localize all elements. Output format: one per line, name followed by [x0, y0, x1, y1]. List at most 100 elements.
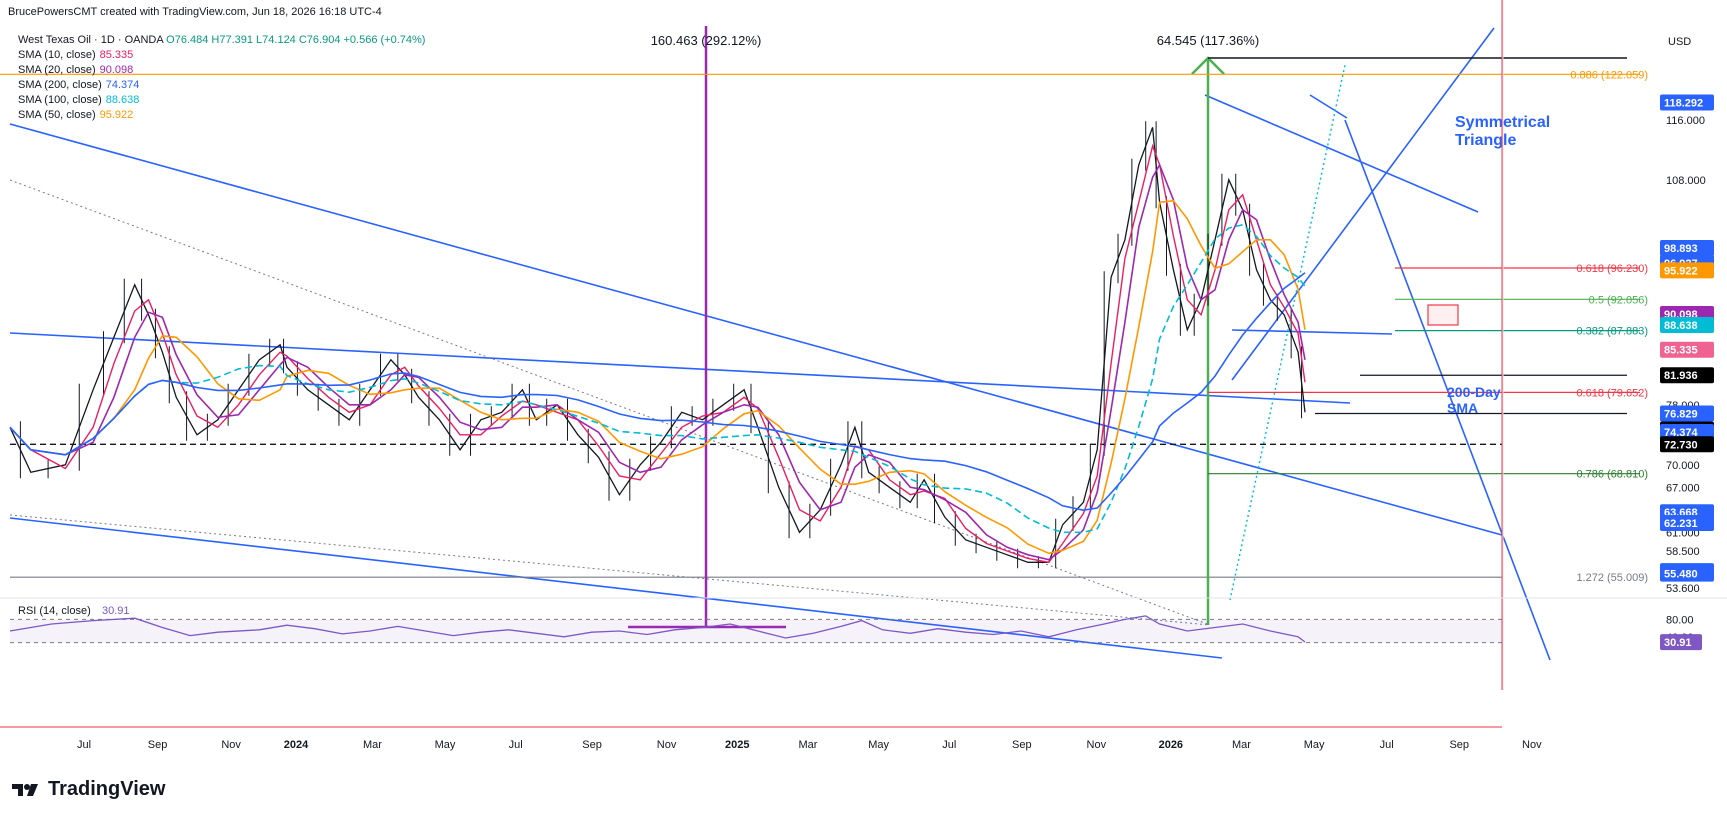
price-tag-text: 118.292 [1664, 98, 1703, 110]
dotted-trendline[interactable] [1229, 64, 1346, 601]
time-tick-label: Jul [77, 739, 91, 751]
price-tag-bg [1660, 423, 1714, 440]
price-tag-bg [1660, 316, 1714, 333]
price-tag-text: 88.638 [1664, 320, 1698, 332]
price-tag-text: 81.936 [1664, 370, 1698, 382]
trendline[interactable] [1231, 27, 1495, 381]
sma-line[interactable] [9, 162, 1306, 561]
trendline[interactable] [1309, 94, 1348, 119]
price-tag-bg [1660, 94, 1714, 111]
price-tick-label: 58.500 [1666, 546, 1700, 558]
dotted-trendline[interactable] [9, 514, 1211, 626]
price-tag-bg [1660, 436, 1714, 453]
price-tag-text: 62.231 [1664, 518, 1698, 530]
time-tick-label: Nov [657, 739, 677, 751]
time-tick-label: Jul [1380, 739, 1394, 751]
price-tag-text: 95.922 [1664, 265, 1698, 277]
time-tick-label: Sep [148, 739, 168, 751]
price-tag-bg [1660, 367, 1714, 384]
price-tag: 98.893 [1660, 240, 1714, 257]
time-tick-label: Jul [942, 739, 956, 751]
rsi-line[interactable] [9, 615, 1306, 643]
brand-logo: TradingView [12, 778, 165, 801]
fib-level-label: 0.786 (68.810) [1576, 469, 1648, 481]
time-tick-label: Sep [582, 739, 602, 751]
legend-label: SMA (100, close) [18, 94, 102, 106]
rsi-label: RSI (14, close) [18, 605, 91, 617]
price-tick-label: 53.600 [1666, 583, 1700, 595]
trendline[interactable] [9, 517, 1223, 659]
ohlc-readout: West Texas Oil · 1D · OANDA O76.484 H77.… [18, 34, 425, 46]
price-tag-bg [1660, 405, 1714, 422]
price-tag: 55.480 [1660, 565, 1714, 582]
time-tick-label: May [1304, 739, 1325, 751]
price-tag: 62.231 [1660, 515, 1714, 532]
price-series[interactable] [9, 127, 1306, 563]
time-tick-label: May [868, 739, 889, 751]
price-tag-text: 74.374 [1664, 427, 1699, 439]
tradingview-logo-icon [12, 783, 38, 796]
fib-level-label: 0.618 (96.230) [1576, 263, 1648, 275]
price-tag: 72.730 [1660, 436, 1714, 453]
legend-value: 74.374 [105, 79, 140, 91]
price-tick-label: 67.000 [1666, 482, 1700, 494]
currency-label: USD [1668, 36, 1692, 48]
legend-label: SMA (20, close) [18, 64, 96, 76]
time-tick-label: Mar [363, 739, 382, 751]
price-tag: 118.292 [1660, 94, 1714, 111]
publisher-caption: BrucePowersCMT created with TradingView.… [8, 6, 382, 18]
price-tag-bg [1660, 341, 1714, 358]
legend-item[interactable]: SMA (100, close) 88.638 [18, 94, 139, 106]
legend-label: SMA (50, close) [18, 109, 96, 121]
time-tick-label: Nov [1522, 739, 1542, 751]
price-tag-bg [1660, 240, 1714, 257]
price-tick-label: 70.000 [1666, 460, 1700, 472]
rsi-tag-text: 30.91 [1664, 637, 1692, 649]
instrument-label[interactable]: West Texas Oil · 1D · OANDA [18, 34, 164, 46]
trendline[interactable] [9, 123, 1503, 536]
trendline[interactable] [1344, 119, 1551, 661]
time-tick-label: Nov [221, 739, 241, 751]
price-tick-label: 108.000 [1666, 175, 1706, 187]
price-tag: 85.335 [1660, 341, 1714, 358]
legend-item[interactable]: SMA (20, close) 90.098 [18, 64, 133, 76]
highlight-box[interactable] [1427, 304, 1459, 326]
sma-label: 200-Day SMA [1447, 384, 1501, 416]
legend-item[interactable]: SMA (10, close) 85.335 [18, 49, 133, 61]
price-tag: 95.922 [1660, 262, 1714, 279]
ohlc-values: O76.484 H77.391 L74.124 C76.904 +0.566 (… [166, 34, 426, 46]
legend-value: 90.098 [99, 64, 134, 76]
legend-value: 88.638 [105, 94, 140, 106]
price-tag-text: 76.829 [1664, 409, 1698, 421]
legend-item[interactable]: SMA (50, close) 95.922 [18, 109, 133, 121]
brand-name: TradingView [48, 778, 166, 800]
rsi-tag-bg [1660, 634, 1702, 651]
fib-level-label: 1.272 (55.009) [1576, 572, 1648, 584]
trendline[interactable] [1204, 94, 1479, 213]
price-tag-bg [1660, 565, 1714, 582]
time-tick-label: Nov [1087, 739, 1107, 751]
legend-item[interactable]: SMA (200, close) 74.374 [18, 79, 139, 91]
time-tick-label: May [435, 739, 456, 751]
legend-value: 95.922 [99, 109, 134, 121]
time-tick-label: Mar [798, 739, 817, 751]
time-tick-label: 2024 [284, 739, 309, 751]
price-tick-label: 116.000 [1666, 115, 1705, 127]
time-tick-label: Sep [1012, 739, 1032, 751]
trendline[interactable] [1231, 329, 1393, 335]
dotted-trendline[interactable] [9, 179, 1211, 626]
measure-label: 64.545 (117.36%) [1157, 33, 1259, 48]
time-tick-label: Sep [1449, 739, 1469, 751]
sma-line[interactable] [9, 272, 1306, 512]
price-tag: 76.829 [1660, 405, 1714, 422]
time-tick-label: 2025 [725, 739, 749, 751]
rsi-tick-label: 80.00 [1666, 614, 1694, 626]
measure-label: 160.463 (292.12%) [651, 33, 762, 48]
fib-level-label: 0.5 (92.056) [1589, 294, 1648, 306]
price-tag-text: 98.893 [1664, 243, 1698, 255]
sma-line[interactable] [9, 199, 1306, 555]
legend-label: SMA (10, close) [18, 49, 96, 61]
sma-line[interactable] [9, 223, 1306, 534]
time-tick-label: 2026 [1159, 739, 1183, 751]
